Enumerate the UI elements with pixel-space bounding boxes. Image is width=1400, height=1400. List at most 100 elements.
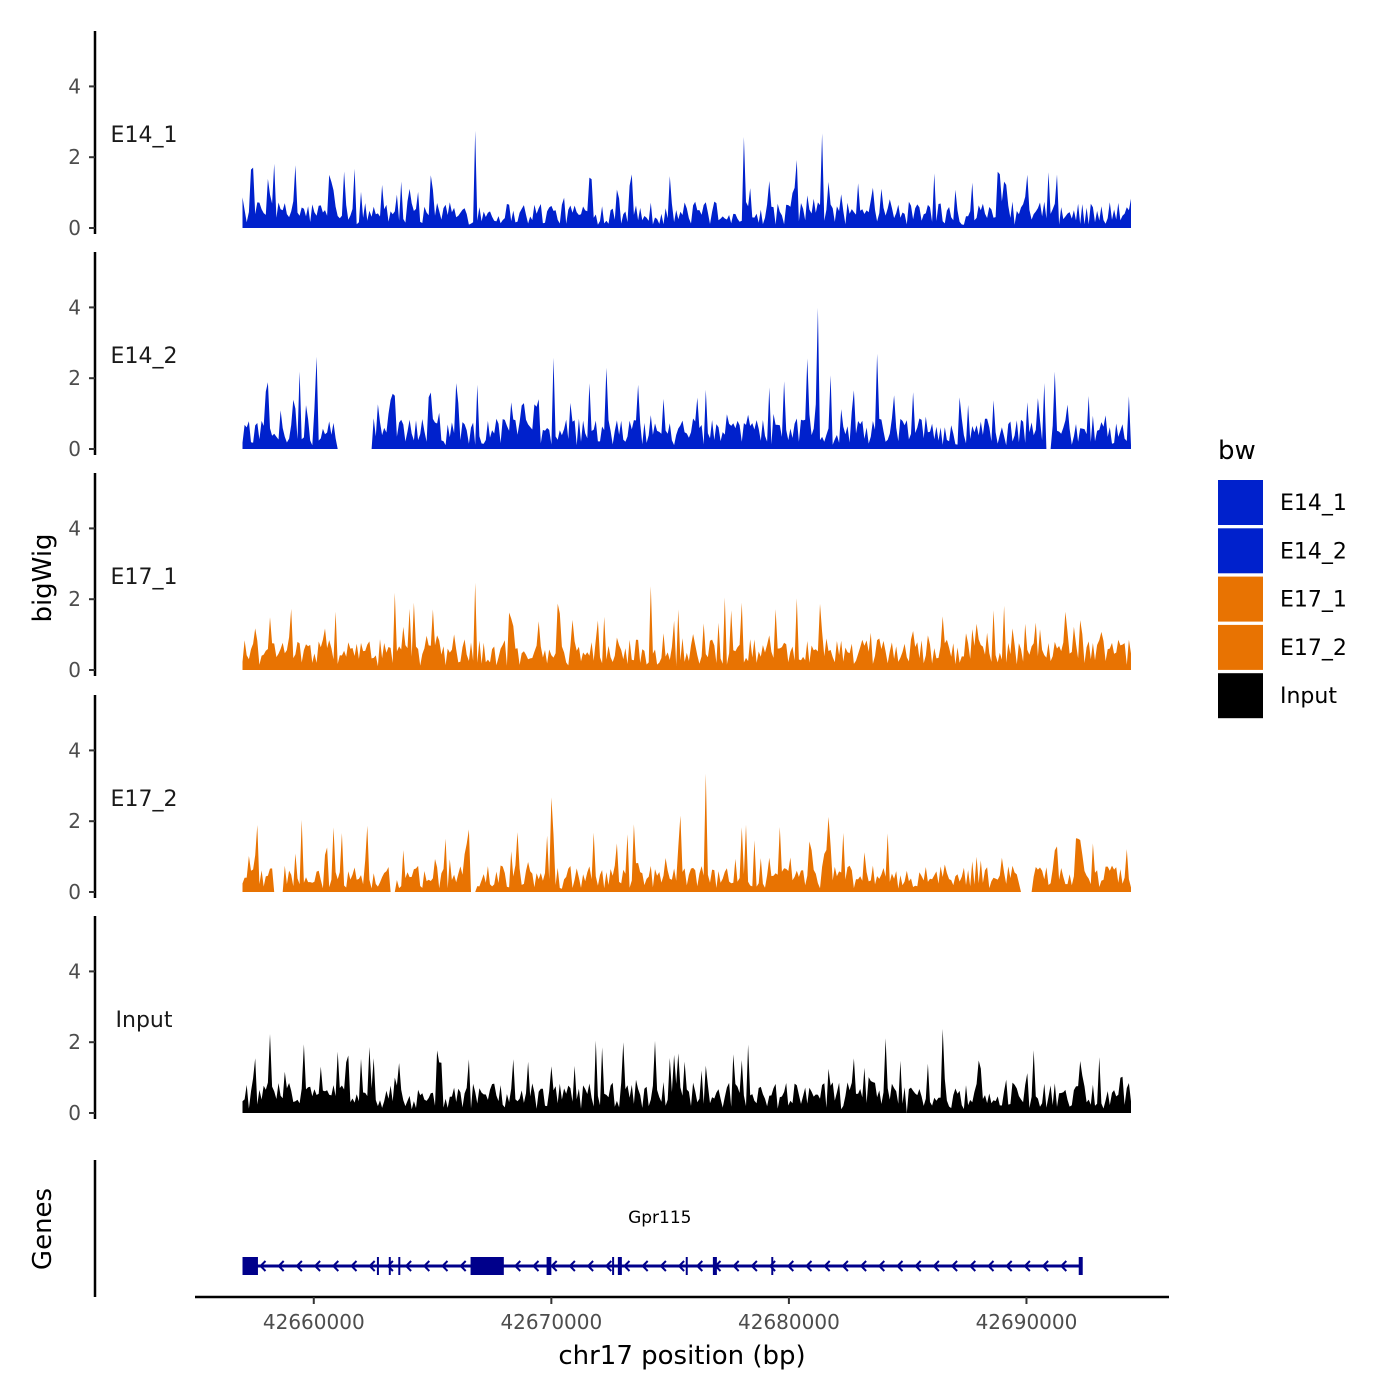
y-tick-label: 4 [68,516,81,540]
strand-arrow [441,1260,449,1272]
legend-swatch [1218,528,1263,574]
legend-entry-Input: Input [1218,673,1337,719]
legend-entry-E14_2: E14_2 [1218,528,1347,574]
genes-axis-title: Genes [28,1188,58,1270]
y-tick-label: 2 [68,587,81,611]
strand-arrow [513,1260,522,1272]
legend-label: Input [1280,684,1337,709]
strand-arrow [550,1260,558,1272]
strand-arrow [368,1260,376,1272]
y-tick-label: 4 [68,74,81,98]
strand-arrow [641,1260,649,1272]
track-label: Input [116,1008,173,1033]
strand-arrow [659,1260,667,1272]
strand-arrow [732,1260,740,1272]
legend-swatch [1218,480,1263,525]
x-tick-label: 42680000 [738,1310,840,1334]
strand-arrow [295,1260,303,1272]
gene-exon [617,1257,622,1275]
y-tick-label: 0 [68,658,81,682]
gene-track: Gpr115 [93,1160,1083,1297]
strand-arrow [768,1260,776,1272]
legend-title: bw [1218,436,1256,466]
legend-entry-E17_2: E17_2 [1218,624,1347,670]
strand-arrow [841,1260,849,1272]
track-label: E17_2 [111,787,178,812]
legend: bw E14_1 E14_2 E17_1 E17_2 Input [1218,436,1347,719]
legend-label: E14_2 [1280,539,1347,564]
strand-arrow [586,1260,594,1272]
y-tick-label: 4 [68,959,81,983]
y-tick-label: 0 [68,880,81,904]
strand-arrow [259,1260,267,1272]
legend-entry-E14_1: E14_1 [1218,480,1347,525]
track-E14_2: 0 2 4 E14_2 [68,252,1131,461]
strand-arrow [968,1260,977,1272]
x-axis-title: chr17 position (bp) [558,1341,805,1371]
gene-exon [712,1257,717,1275]
strand-arrow [786,1260,795,1272]
gene-exon [470,1257,504,1275]
gene-name-label: Gpr115 [628,1208,691,1228]
track-Input: 0 2 4 Input [68,916,1131,1125]
x-tick-label: 42690000 [976,1310,1078,1334]
track-label: E14_1 [111,123,178,148]
strand-arrow [1005,1260,1013,1272]
strand-arrow [1023,1260,1031,1272]
y-tick-label: 2 [68,145,81,169]
strand-arrow [859,1260,867,1272]
y-axis-title: bigWig [28,533,58,622]
signal-area-E17_2 [242,773,1131,892]
strand-arrow [877,1260,886,1272]
x-axis: 42660000 42670000 42680000 42690000 [195,1295,1169,1334]
gene-exon [242,1257,258,1275]
track-E17_2: 0 2 4 E17_2 [68,695,1131,904]
strand-arrow [313,1260,321,1272]
track-label: E17_1 [111,565,178,590]
strand-arrow [950,1260,958,1272]
y-tick-label: 0 [68,437,81,461]
y-tick-label: 4 [68,295,81,319]
strand-arrow [750,1260,758,1272]
signal-area-E17_1 [242,582,1131,670]
y-tick-label: 4 [68,738,81,762]
y-tick-label: 2 [68,809,81,833]
strand-arrow [932,1260,940,1272]
strand-arrow [805,1260,813,1272]
strand-arrow [623,1260,631,1272]
strand-arrow [331,1260,340,1272]
strand-arrow [386,1260,394,1272]
strand-arrow [604,1260,613,1272]
gene-exon [1078,1257,1083,1275]
strand-arrow [350,1260,358,1272]
y-tick-label: 0 [68,1101,81,1125]
legend-entry-E17_1: E17_1 [1218,576,1347,622]
strand-arrow [896,1260,904,1272]
strand-arrow [404,1260,412,1272]
track-E17_1: 0 2 4 E17_1 [68,473,1131,682]
strand-arrow [987,1260,995,1272]
signal-area-E14_1 [242,130,1131,228]
legend-swatch [1218,673,1263,719]
strand-arrow [422,1260,431,1272]
strand-arrow [914,1260,922,1272]
x-tick-label: 42670000 [500,1310,602,1334]
legend-label: E14_1 [1280,491,1347,516]
x-tick-label: 42660000 [263,1310,365,1334]
signal-area-Input [242,1028,1131,1113]
signal-area-E14_2 [242,307,1131,449]
legend-swatch [1218,576,1263,622]
strand-arrow [459,1260,467,1272]
strand-arrow [695,1260,704,1272]
strand-arrow [677,1260,685,1272]
y-tick-label: 0 [68,216,81,240]
legend-label: E17_1 [1280,588,1347,613]
track-label: E14_2 [111,344,178,369]
y-tick-label: 2 [68,366,81,390]
signal-tracks: 0 2 4 E14_1 0 2 4 E14_2 0 2 4 E17_1 0 2 4 E17_2 0 2 4 Input [68,31,1131,1125]
strand-arrow [532,1260,540,1272]
y-tick-label: 2 [68,1030,81,1054]
strand-arrow [277,1260,285,1272]
legend-swatch [1218,624,1263,670]
